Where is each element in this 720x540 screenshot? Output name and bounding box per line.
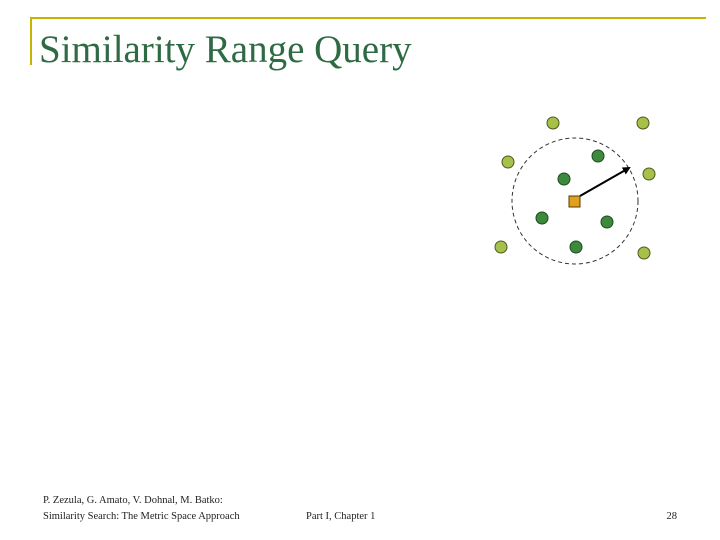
outside-point — [637, 246, 651, 260]
outside-point — [636, 116, 650, 130]
inside-point — [557, 172, 571, 186]
title-top-rule — [30, 17, 706, 19]
outside-point — [501, 155, 515, 169]
query-object — [568, 195, 581, 208]
inside-point — [600, 215, 614, 229]
footer-part-chapter: Part I, Chapter 1 — [306, 511, 376, 522]
inside-point — [535, 211, 549, 225]
slide-title: Similarity Range Query — [39, 28, 412, 71]
outside-point — [642, 167, 656, 181]
radius-arrow — [579, 167, 631, 197]
outside-point — [546, 116, 560, 130]
footer-book-title: Similarity Search: The Metric Space Appr… — [43, 511, 240, 522]
inside-point — [591, 149, 605, 163]
footer-authors: P. Zezula, G. Amato, V. Dohnal, M. Batko… — [43, 495, 223, 506]
inside-point — [569, 240, 583, 254]
footer-page-number: 28 — [666, 511, 678, 522]
query-range-circle — [511, 137, 639, 265]
outside-point — [494, 240, 508, 254]
title-left-rule — [30, 17, 32, 65]
footer-citation: P. Zezula, G. Amato, V. Dohnal, M. Batko… — [43, 493, 240, 525]
